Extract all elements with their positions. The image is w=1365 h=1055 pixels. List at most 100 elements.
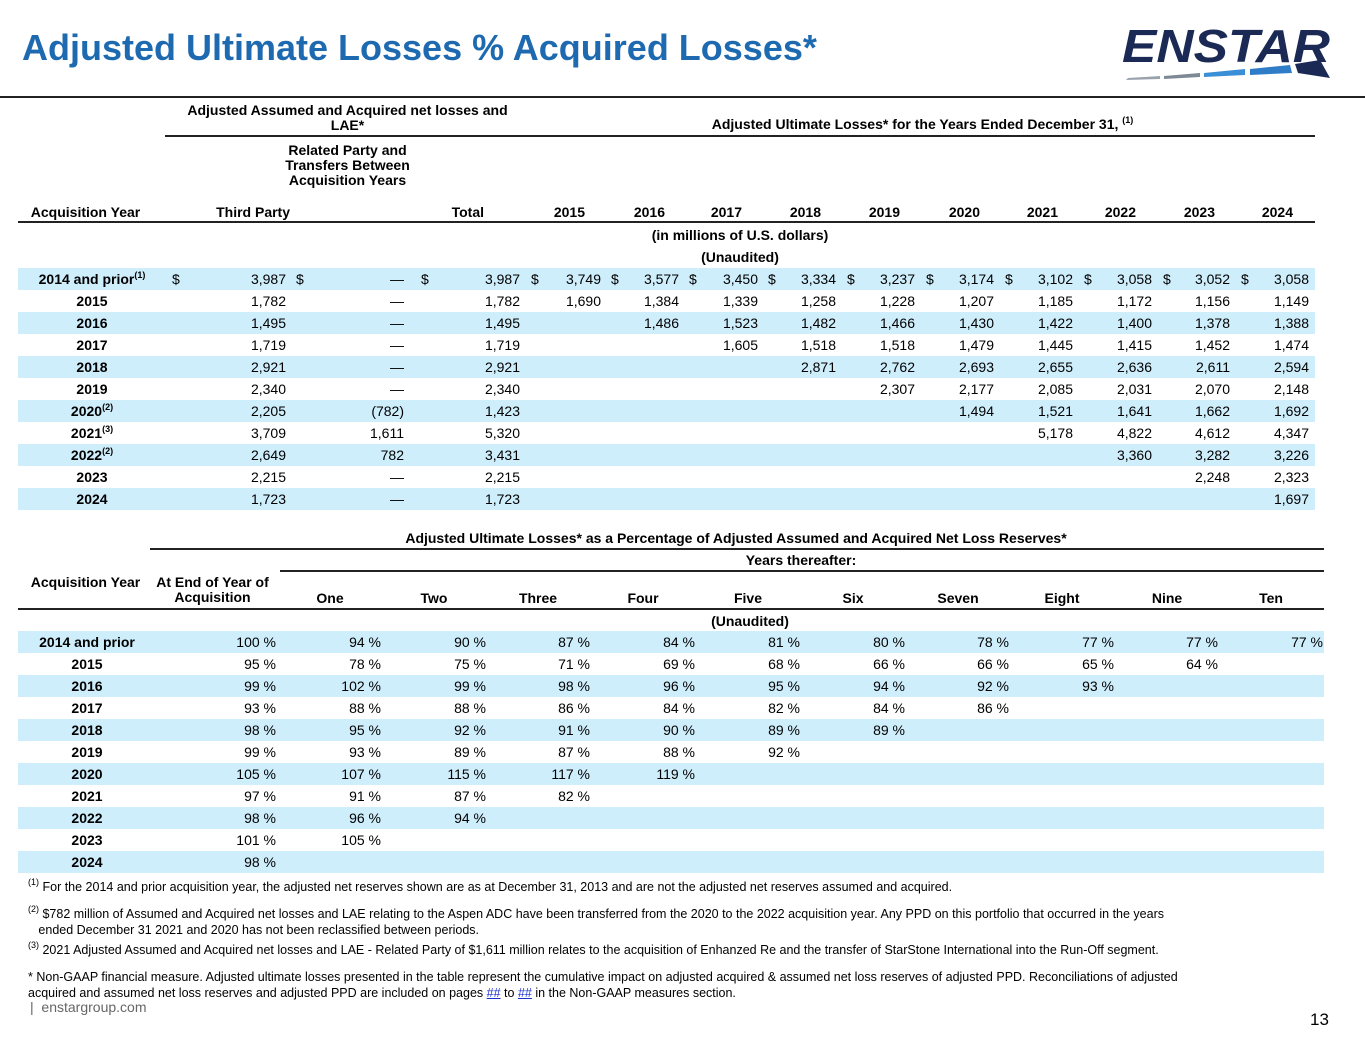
total-value: 1,723 <box>484 491 520 507</box>
total-value: 3,431 <box>484 447 520 463</box>
ultimate-loss-value: 4,612 <box>1194 425 1230 441</box>
percentage-value: 64 % <box>1186 656 1218 672</box>
percentage-value: 87 % <box>558 744 590 760</box>
row-band <box>18 807 1324 829</box>
ultimate-loss-value: 2,611 <box>1196 359 1230 375</box>
related-party-value: — <box>390 359 404 375</box>
ultimate-loss-value: 1,156 <box>1194 293 1230 309</box>
percentage-value: 97 % <box>244 788 276 804</box>
ultimate-loss-value: 1,479 <box>958 337 994 353</box>
percentage-value: 105 % <box>236 766 276 782</box>
table-row-label: 2018 <box>71 722 103 738</box>
table-row-label: 2021(3) <box>70 424 114 442</box>
col-header-end-of-year: At End of Year of Acquisition <box>156 574 269 605</box>
table-row-label: 2015 <box>71 656 103 672</box>
row-band <box>18 763 1324 785</box>
dollar-sign: $ <box>421 271 429 287</box>
percentage-value: 92 % <box>768 744 800 760</box>
row-band <box>18 851 1324 873</box>
dollar-sign: $ <box>1241 271 1249 287</box>
percentage-value: 65 % <box>1082 656 1114 672</box>
row-band <box>18 444 1315 466</box>
percentage-value: 77 % <box>1186 634 1218 650</box>
percentage-value: 94 % <box>873 678 905 694</box>
col-header-third-party: Third Party <box>216 204 290 220</box>
dollar-sign: $ <box>847 271 855 287</box>
table-row-label: 2014 and prior(1) <box>38 270 146 288</box>
third-party-value: 1,495 <box>250 315 286 331</box>
third-party-value: 1,723 <box>250 491 286 507</box>
unaudited-label: (Unaudited) <box>701 249 779 265</box>
ultimate-loss-value: 3,058 <box>1116 271 1152 287</box>
ultimate-loss-value: 1,692 <box>1273 403 1309 419</box>
percentage-value: 95 % <box>349 722 381 738</box>
total-value: 5,320 <box>484 425 520 441</box>
table-row-label: 2024 <box>76 491 108 507</box>
col-header-year: 2015 <box>553 204 585 220</box>
third-party-value: 2,921 <box>250 359 286 375</box>
ultimate-loss-value: 1,474 <box>1273 337 1309 353</box>
row-band <box>18 400 1315 422</box>
percentage-value: 99 % <box>244 744 276 760</box>
related-party-value: — <box>390 469 404 485</box>
page-link-end[interactable]: ## <box>517 986 532 1000</box>
subgroup-rule <box>280 570 1324 572</box>
ultimate-loss-value: 3,174 <box>958 271 994 287</box>
table-row-label: 2023 <box>71 832 103 848</box>
third-party-value: 1,719 <box>250 337 286 353</box>
col-header-year-offset: Five <box>733 590 762 606</box>
footnote-1: (1) For the 2014 and prior acquisition y… <box>28 877 953 895</box>
table-row-label: 2019 <box>76 381 108 397</box>
page-link-start[interactable]: ## <box>486 986 501 1000</box>
related-party-value: — <box>390 293 404 309</box>
group-header-net-losses: Adjusted Assumed and Acquired net losses… <box>187 102 508 133</box>
ultimate-loss-value: 3,577 <box>643 271 679 287</box>
col-header-year-offset: Three <box>518 590 558 606</box>
col-header-year: 2016 <box>633 204 665 220</box>
percentage-value: 91 % <box>558 722 590 738</box>
percentage-value: 95 % <box>768 678 800 694</box>
ultimate-loss-value: 2,177 <box>958 381 994 397</box>
dollar-sign: $ <box>1005 271 1013 287</box>
ultimate-loss-value: 1,388 <box>1273 315 1309 331</box>
percentage-value: 78 % <box>977 634 1009 650</box>
percentage-value: 84 % <box>663 700 695 716</box>
ultimate-loss-value: 1,641 <box>1116 403 1152 419</box>
col-header-acquisition-year: Acquisition Year <box>30 574 141 590</box>
third-party-value: 2,205 <box>250 403 286 419</box>
ultimate-loss-value: 1,662 <box>1194 403 1230 419</box>
col-header-year: 2020 <box>948 204 980 220</box>
ultimate-loss-value: 1,149 <box>1273 293 1309 309</box>
percentage-value: 88 % <box>349 700 381 716</box>
table-row-label: 2020 <box>71 766 103 782</box>
table-row-label: 2019 <box>71 744 103 760</box>
percentage-value: 119 % <box>656 766 695 782</box>
row-band <box>18 675 1324 697</box>
ultimate-loss-value: 2,248 <box>1194 469 1230 485</box>
percentage-value: 81 % <box>768 634 800 650</box>
col-header-year: 2017 <box>710 204 742 220</box>
related-party-value: 1,611 <box>370 425 404 441</box>
ultimate-loss-value: 1,482 <box>800 315 836 331</box>
percentage-value: 89 % <box>768 722 800 738</box>
percentage-value: 77 % <box>1291 634 1323 650</box>
percentage-value: 88 % <box>663 744 695 760</box>
ultimate-loss-value: 5,178 <box>1037 425 1073 441</box>
ultimate-loss-value: 1,521 <box>1037 403 1073 419</box>
col-header-year: 2024 <box>1261 204 1293 220</box>
percentage-value: 93 % <box>349 744 381 760</box>
percentage-value: 96 % <box>349 810 381 826</box>
dollar-sign: $ <box>689 271 697 287</box>
col-header-year: 2019 <box>868 204 900 220</box>
ultimate-loss-value: 3,226 <box>1273 447 1309 463</box>
ultimate-loss-value: 1,258 <box>800 293 836 309</box>
percentage-value: 77 % <box>1082 634 1114 650</box>
row-band <box>18 356 1315 378</box>
percentage-value: 86 % <box>558 700 590 716</box>
percentage-value: 87 % <box>558 634 590 650</box>
ultimate-loss-value: 2,031 <box>1116 381 1152 397</box>
ultimate-loss-value: 1,378 <box>1194 315 1230 331</box>
ultimate-loss-value: 2,693 <box>958 359 994 375</box>
percentage-value: 98 % <box>244 810 276 826</box>
percentage-value: 102 % <box>341 678 381 694</box>
